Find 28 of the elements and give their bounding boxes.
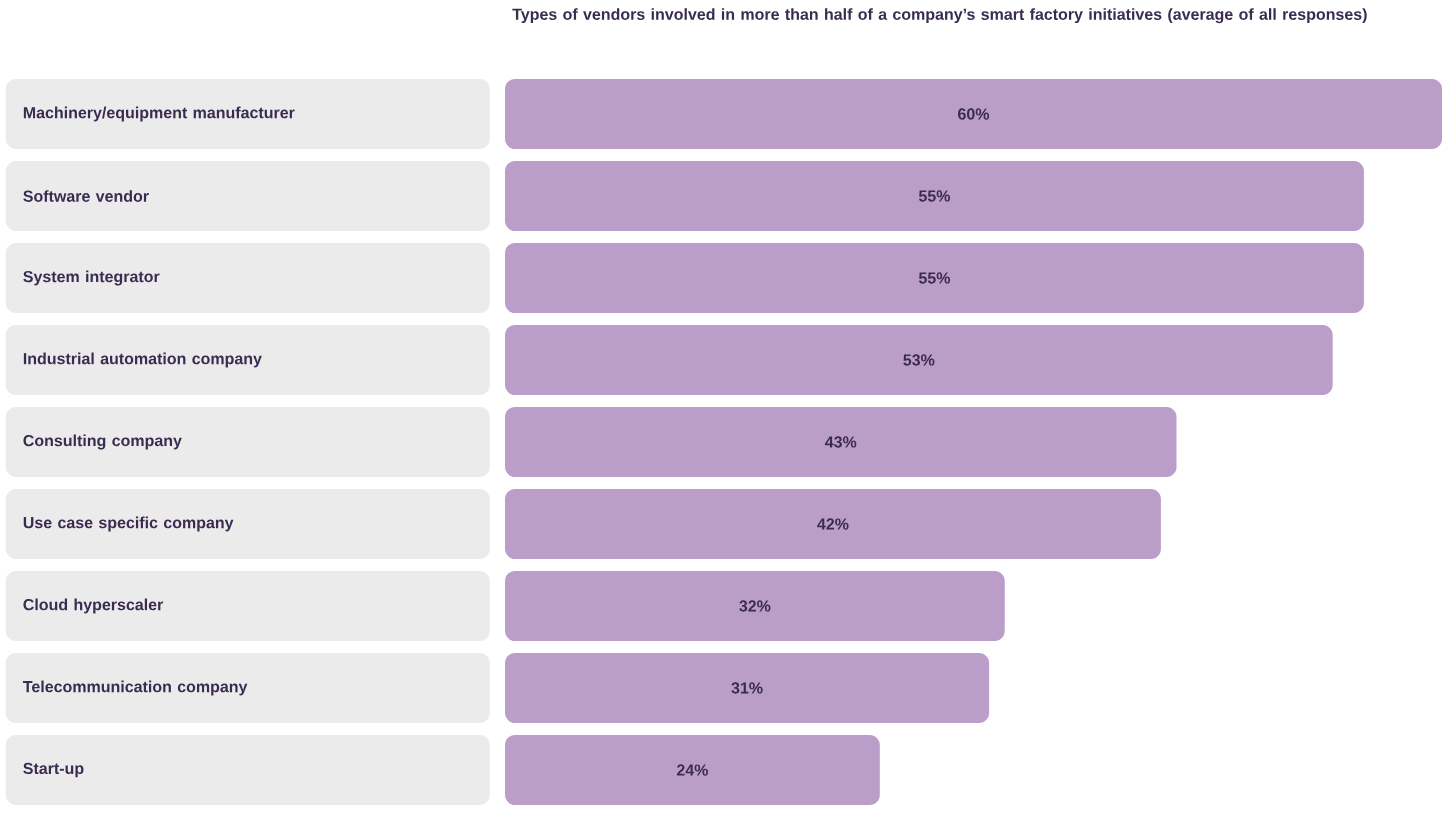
bar xyxy=(505,325,1333,395)
y-tick-label: Cloud hyperscaler xyxy=(23,598,164,614)
y-tick-label: Industrial automation company xyxy=(23,352,262,368)
data-label: 43% xyxy=(824,436,857,448)
bar xyxy=(505,407,1177,477)
bar xyxy=(505,79,1442,149)
bar xyxy=(505,489,1161,559)
data-label: 55% xyxy=(918,272,951,284)
data-label: 53% xyxy=(903,354,935,366)
bar xyxy=(505,243,1364,313)
chart-title: Types of vendors involved in more than half of a company’s smart factory initiatives (average of all responses) xyxy=(512,8,1367,24)
data-label: 60% xyxy=(958,108,990,120)
y-tick-label: Use case specific company xyxy=(23,516,234,532)
bar xyxy=(505,653,990,723)
bar xyxy=(505,571,1005,641)
data-label: 24% xyxy=(676,764,708,776)
data-label: 32% xyxy=(739,600,771,612)
data-label: 31% xyxy=(731,682,763,694)
bar xyxy=(505,734,880,805)
y-tick-label: Start-up xyxy=(23,762,84,778)
y-tick-label: Machinery/equipment manufacturer xyxy=(23,106,295,122)
data-label: 55% xyxy=(918,190,951,202)
y-tick-label: Telecommunication company xyxy=(22,680,248,696)
bar xyxy=(505,161,1364,231)
y-tick-label: System integrator xyxy=(23,270,160,286)
y-tick-label: Consulting company xyxy=(23,434,182,450)
data-label: 42% xyxy=(817,518,849,530)
y-tick-label: Software vendor xyxy=(23,190,149,202)
